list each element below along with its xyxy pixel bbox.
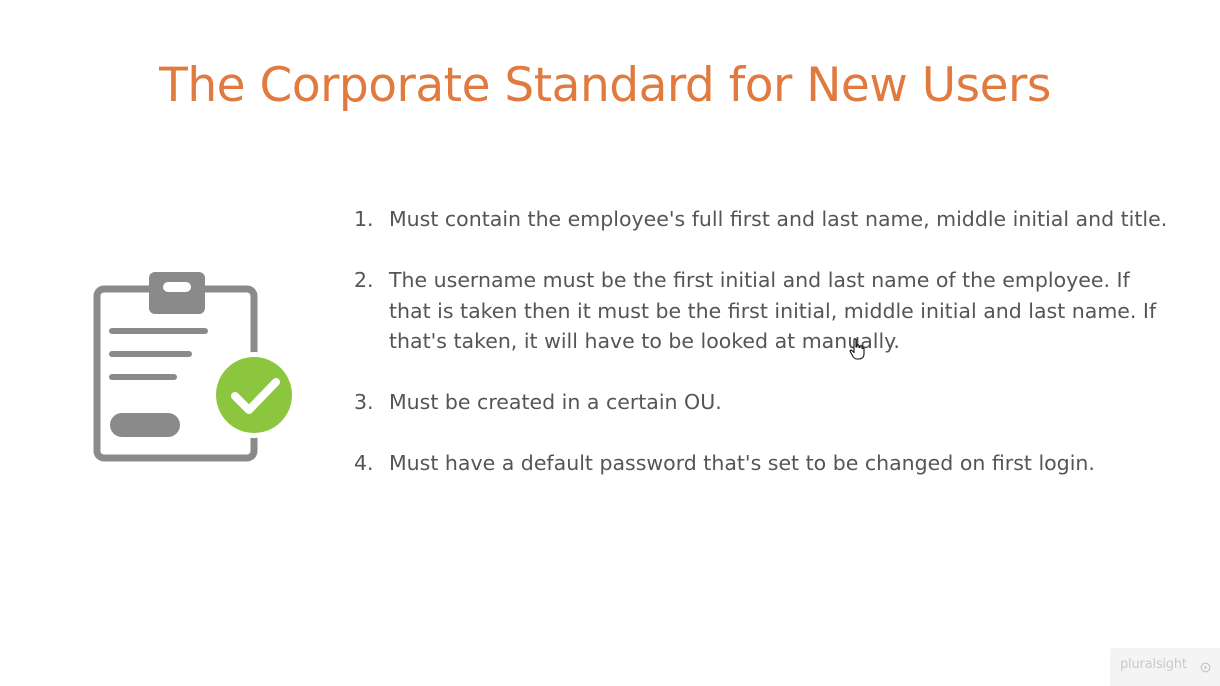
- list-item-text: The username must be the first initial a…: [389, 268, 1157, 353]
- list-item-text: Must be created in a certain OU.: [389, 390, 722, 414]
- list-item-number: 3.: [354, 390, 374, 414]
- list-item: 3. Must be created in a certain OU.: [354, 387, 1174, 418]
- list-item-text: Must contain the employee's full first a…: [389, 207, 1168, 231]
- list-item-number: 2.: [354, 268, 374, 292]
- list-item-text: Must have a default password that's set …: [389, 451, 1095, 475]
- watermark-text: pluralsight: [1120, 657, 1187, 672]
- slide-title: The Corporate Standard for New Users: [159, 58, 1051, 113]
- list-item-number: 1.: [354, 207, 374, 231]
- list-item-number: 4.: [354, 451, 374, 475]
- pluralsight-logo-icon: [1200, 662, 1211, 673]
- list-item: 1. Must contain the employee's full firs…: [354, 204, 1174, 235]
- list-item: 2. The username must be the first initia…: [354, 265, 1174, 357]
- list-item: 4. Must have a default password that's s…: [354, 448, 1174, 479]
- hand-pointer-icon: [849, 338, 865, 360]
- clipboard-check-icon: [93, 272, 297, 462]
- rules-list: 1. Must contain the employee's full firs…: [354, 204, 1174, 509]
- pluralsight-watermark: pluralsight: [1110, 648, 1220, 686]
